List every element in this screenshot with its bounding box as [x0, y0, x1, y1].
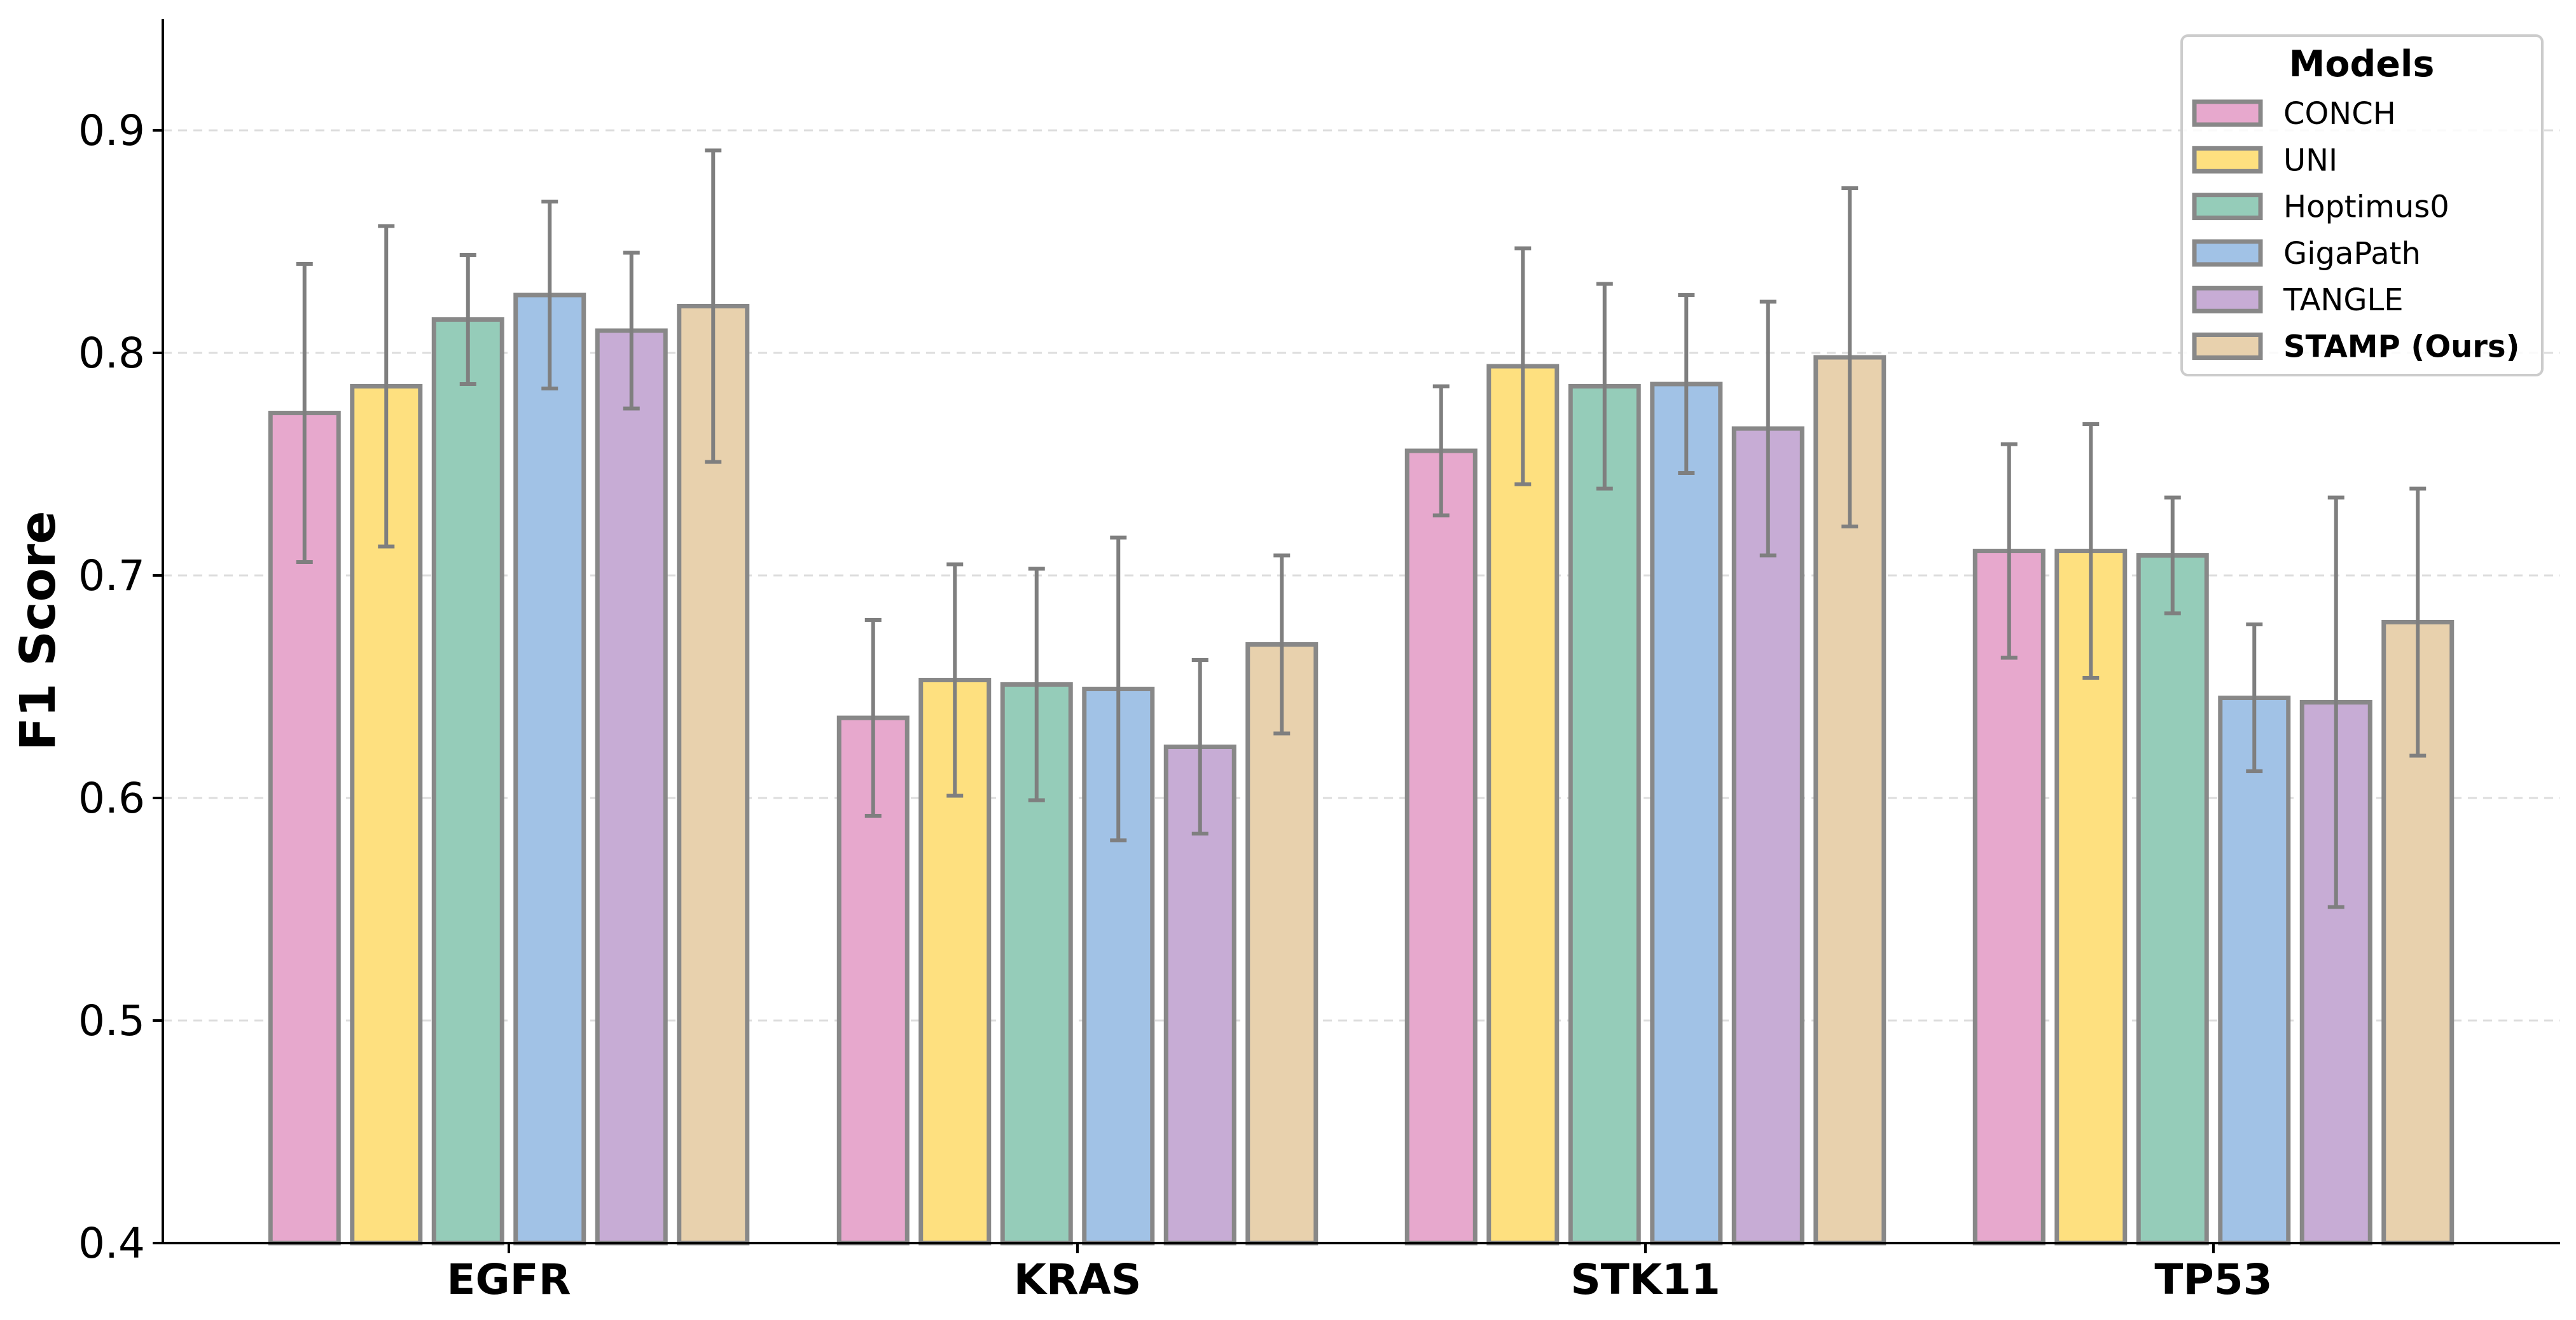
legend-swatch: [2192, 99, 2263, 127]
legend-swatch: [2192, 146, 2263, 174]
bar-egfr-hoptimus0: [431, 317, 504, 1246]
y-tick-label: 0.6: [78, 774, 145, 823]
error-bars: [296, 148, 2427, 909]
bar-stk11-gigapath: [1650, 382, 1723, 1246]
axes: [162, 19, 2560, 1244]
legend-swatch: [2192, 239, 2263, 267]
y-tick-label: 0.4: [78, 1219, 145, 1268]
y-tick-label: 0.9: [78, 106, 145, 155]
y-tick-label: 0.7: [78, 551, 145, 600]
y-axis-title: F1 Score: [10, 511, 67, 750]
legend-swatch: [2192, 193, 2263, 221]
bar-egfr-gigapath: [513, 292, 586, 1246]
bar-kras-stamp-ours: [1245, 642, 1319, 1246]
bar-tp53-hoptimus0: [2136, 553, 2209, 1246]
bar-tp53-conch: [1972, 549, 2046, 1246]
x-ticks: EGFR KRAS STK11 TP53: [447, 1243, 2273, 1304]
bar-egfr-tangle: [595, 328, 668, 1246]
legend-label: GigaPath: [2283, 236, 2421, 272]
x-tick-label-stk11: STK11: [1570, 1255, 1721, 1304]
x-tick-label-egfr: EGFR: [447, 1255, 571, 1304]
legend-label: Hoptimus0: [2283, 189, 2449, 225]
legend-frame: [2180, 34, 2544, 376]
y-ticks: 0.4 0.5 0.6 0.7 0.8 0.9: [78, 106, 163, 1268]
bar-stk11-hoptimus0: [1568, 384, 1641, 1246]
legend-label: STAMP (Ours): [2283, 329, 2519, 365]
legend-label: UNI: [2283, 142, 2337, 178]
bar-stk11-conch: [1404, 448, 1478, 1246]
bar-stk11-uni: [1486, 364, 1560, 1246]
bars: [268, 292, 2455, 1246]
legend-swatch: [2192, 333, 2263, 360]
x-tick-label-kras: KRAS: [1014, 1255, 1142, 1304]
legend-label: CONCH: [2283, 96, 2396, 132]
legend-swatch: [2192, 285, 2263, 313]
legend-title: Models: [2289, 43, 2435, 85]
bar-tp53-gigapath: [2218, 696, 2291, 1246]
legend: Models CONCH UNI Hoptimus0 GigaPath TANGLE STA…: [2180, 34, 2544, 376]
legend-label: TANGLE: [2283, 282, 2404, 318]
y-tick-label: 0.8: [78, 329, 145, 378]
y-tick-label: 0.5: [78, 996, 145, 1045]
x-tick-label-tp53: TP53: [2154, 1255, 2272, 1304]
